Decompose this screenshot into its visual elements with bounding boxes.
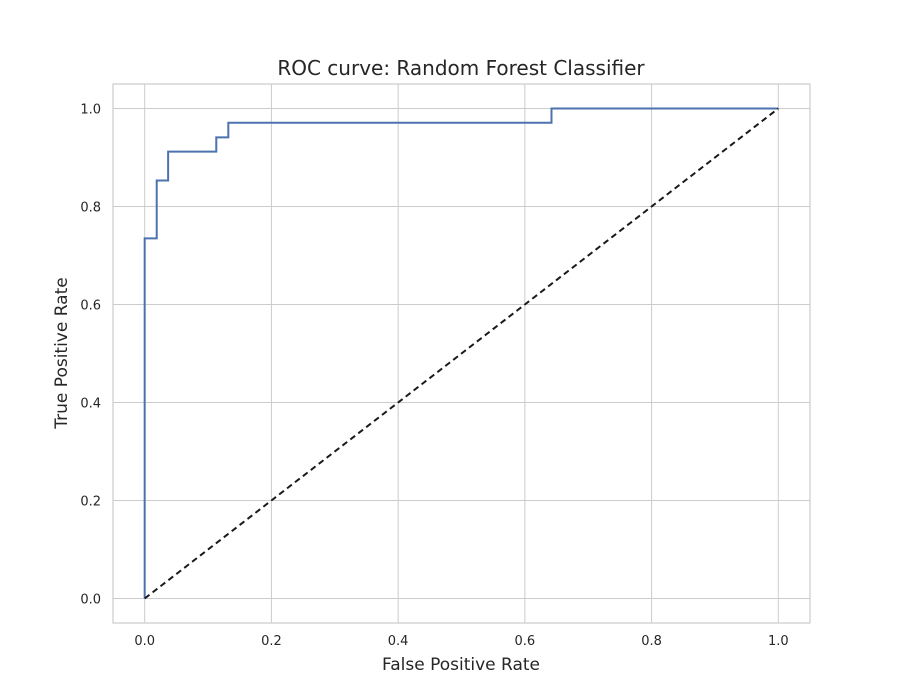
roc-curve-line: [143, 107, 779, 599]
y-axis-label: True Positive Rate: [52, 277, 72, 429]
y-tick-label: 0.4: [80, 397, 101, 412]
plot-frame: [112, 83, 811, 624]
x-tick-label: 0.2: [261, 634, 282, 649]
x-tick-label: 1.0: [768, 634, 789, 649]
chart-title: ROC curve: Random Forest Classifier: [277, 56, 645, 80]
y-tick-label: 0.0: [80, 593, 101, 608]
chance-diagonal-line: [144, 107, 779, 600]
x-axis-label: False Positive Rate: [382, 655, 540, 675]
x-tick-label: 0.8: [641, 634, 662, 649]
y-tick-label: 1.0: [80, 103, 101, 118]
y-tick-label: 0.2: [80, 495, 101, 510]
y-tick-label: 0.6: [80, 299, 101, 314]
x-tick-label: 0.6: [515, 634, 536, 649]
y-tick-label: 0.8: [80, 201, 101, 216]
series-layer: [143, 107, 779, 600]
x-tick-label: 0.4: [388, 634, 409, 649]
tick-layer: 0.0 0.2 0.4 0.6 0.8 1.0 0.0 0.2 0.4 0.6 0.8 1.0: [80, 103, 788, 650]
grid-layer: [113, 84, 810, 623]
x-tick-label: 0.0: [134, 634, 155, 649]
